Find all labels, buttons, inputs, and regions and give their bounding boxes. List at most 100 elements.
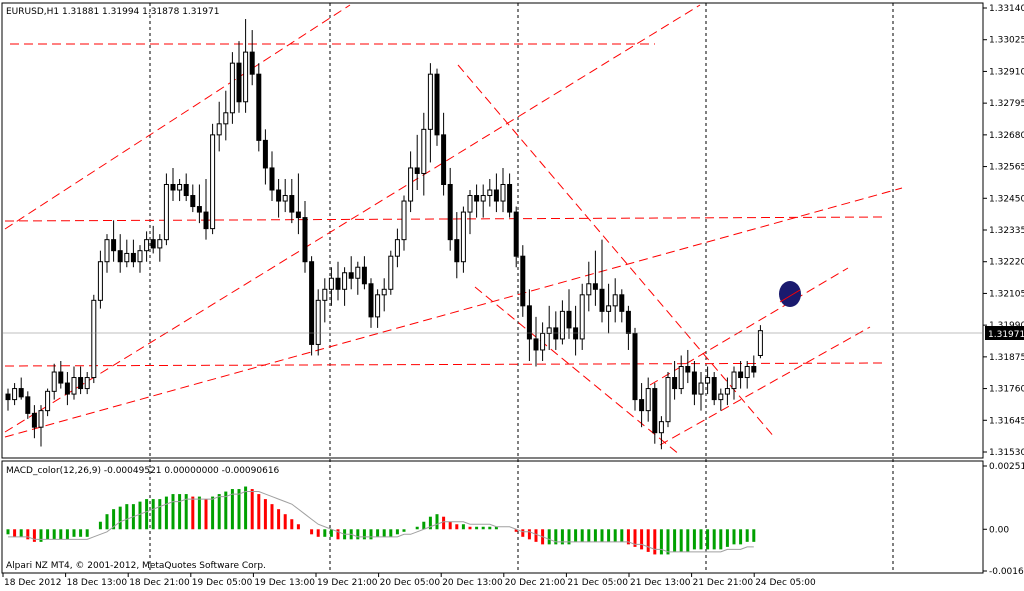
- time-tick-label: 20 Dec 05:00: [380, 578, 441, 588]
- candle-bull: [427, 73, 433, 130]
- candle-bear: [625, 310, 631, 334]
- macd-tick-label: 0.0025165: [989, 462, 1024, 472]
- candle-bull: [144, 239, 150, 252]
- candle-bull: [223, 112, 229, 125]
- candle-bear: [691, 371, 697, 395]
- indicator-pane-frame: [1, 460, 984, 574]
- candle-bull: [355, 266, 361, 279]
- candle-bear: [276, 189, 282, 202]
- candle-bear: [632, 332, 638, 401]
- candle-bear: [269, 167, 275, 191]
- candle-bull: [487, 189, 493, 197]
- candle-bull: [698, 382, 704, 395]
- candle-bear: [117, 250, 123, 263]
- candle-bull: [381, 288, 387, 296]
- candle-bull: [177, 183, 183, 191]
- candle-bear: [190, 195, 196, 208]
- candle-bull: [744, 366, 750, 379]
- price-tick-label: 1.32565: [989, 163, 1024, 173]
- time-axis: 18 Dec 2012 18 Dec 13:00 18 Dec 21:00 19 De…: [2, 573, 816, 588]
- candle-bear: [672, 377, 678, 390]
- price-tick-label: 1.32795: [989, 99, 1024, 109]
- candle-bear: [361, 266, 367, 285]
- time-tick-label: 18 Dec 2012: [4, 578, 62, 588]
- candle-bull: [229, 62, 235, 114]
- candle-bear: [553, 327, 559, 340]
- candle-bear: [335, 277, 341, 290]
- channel-bottom-line[interactable]: [4, 4, 701, 433]
- candle-bear: [454, 239, 460, 263]
- candle-bear: [474, 195, 480, 202]
- price-tick-label: 1.33025: [989, 36, 1024, 46]
- candle-bear: [368, 283, 374, 318]
- candle-bear: [434, 73, 440, 136]
- candle-bear: [64, 382, 70, 395]
- candle-bear: [573, 327, 579, 340]
- candle-bull: [71, 377, 77, 395]
- candle-bull: [51, 371, 57, 392]
- candle-bear: [150, 239, 156, 249]
- time-tick-label: 19 Dec 21:00: [317, 578, 378, 588]
- candle-bear: [183, 183, 189, 197]
- candle-bear: [599, 288, 605, 312]
- falling-line-1[interactable]: [457, 64, 776, 439]
- candle-bear: [751, 366, 757, 373]
- candle-bull: [606, 305, 612, 312]
- candle-bull: [559, 310, 565, 340]
- price-tick-label: 1.32450: [989, 194, 1024, 204]
- candle-bull: [157, 239, 163, 249]
- time-tick-label: 20 Dec 21:00: [505, 578, 566, 588]
- macd-tick-label: -0.0016595: [989, 567, 1024, 577]
- candle-bear: [5, 393, 11, 401]
- price-axis: 1.33140 1.33025 1.32910 1.32795 1.32680 1.325…: [983, 4, 1024, 458]
- candle-bull: [210, 134, 216, 230]
- time-tick-label: 21 Dec 05:00: [567, 578, 628, 588]
- horizontal-line-3[interactable]: [4, 362, 886, 367]
- candle-bull: [388, 255, 394, 290]
- horizontal-line-2[interactable]: [4, 216, 886, 222]
- candle-bull: [45, 390, 51, 412]
- long-trend-line[interactable]: [4, 187, 903, 438]
- candle-bear: [78, 377, 84, 390]
- rising-line-1[interactable]: [649, 267, 849, 386]
- trendlines[interactable]: [4, 4, 903, 456]
- candle-bull: [705, 377, 711, 384]
- price-tick-label: 1.32335: [989, 226, 1024, 236]
- candle-bull: [401, 200, 407, 241]
- ellipse-marker-stroke: [779, 289, 801, 303]
- ellipse-marker[interactable]: [779, 281, 801, 307]
- price-tick-label: 1.32680: [989, 131, 1024, 141]
- candle-bull: [91, 299, 97, 379]
- candle-bear: [262, 139, 268, 169]
- candle-bear: [414, 167, 420, 174]
- candle-bear: [533, 338, 539, 351]
- candle-bear: [203, 211, 209, 230]
- rising-line-2[interactable]: [659, 326, 871, 446]
- candle-bull: [84, 377, 90, 390]
- price-tick-label: 1.32105: [989, 289, 1024, 299]
- candle-bull: [480, 195, 486, 202]
- candle-bull: [612, 294, 618, 307]
- candle-bear: [31, 412, 37, 428]
- channel-top-line[interactable]: [4, 4, 351, 230]
- candle-bull: [38, 410, 44, 428]
- candle-bear: [441, 134, 447, 185]
- candle-bear: [289, 195, 295, 213]
- price-tick-label: 1.32220: [989, 258, 1024, 268]
- candle-bull: [579, 294, 585, 340]
- candle-bull: [243, 51, 249, 103]
- candle-bull: [586, 283, 592, 296]
- candle-bull: [421, 128, 427, 174]
- candle-bear: [170, 183, 176, 191]
- candle-bear: [652, 388, 658, 434]
- candle-bull: [163, 183, 169, 241]
- candle-bear: [566, 310, 572, 329]
- candle-bull: [124, 252, 130, 263]
- candle-bull: [394, 239, 400, 257]
- falling-line-2[interactable]: [474, 286, 681, 456]
- indicator-header: MACD_color(12,26,9) -0.00049521 0.000000…: [6, 466, 280, 476]
- candle-bear: [738, 371, 744, 379]
- time-tick-label: 18 Dec 13:00: [67, 578, 128, 588]
- candle-bear: [236, 62, 242, 103]
